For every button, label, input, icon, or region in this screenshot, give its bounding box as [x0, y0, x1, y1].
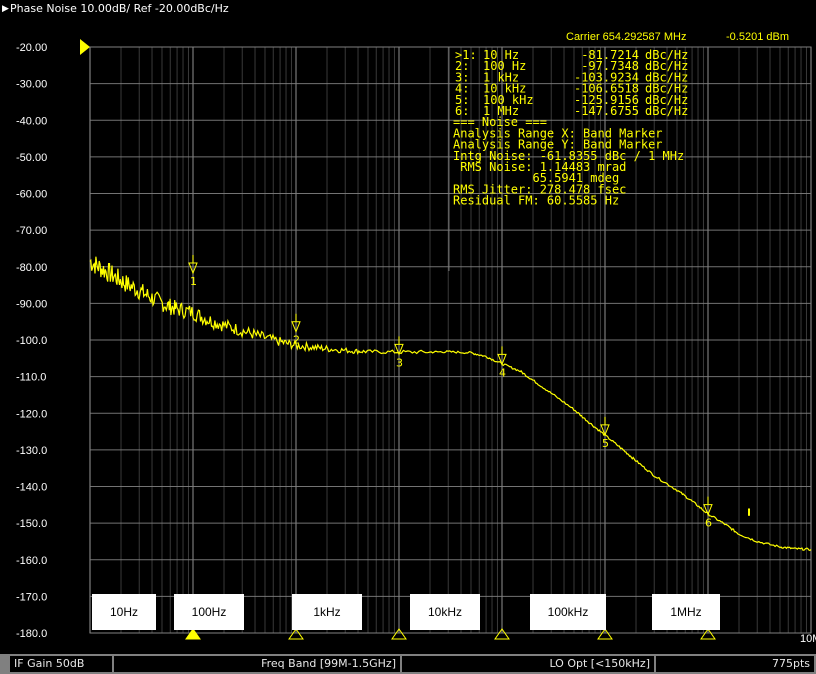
y-tick-label: -50.00 [16, 152, 47, 164]
readout-marker-id: 6: [455, 104, 469, 118]
y-tick-label: -90.00 [16, 298, 47, 310]
trace-arrow-icon: ▶ [2, 4, 9, 14]
decade-label-100khz: 100kHz [530, 594, 606, 630]
readout-marker-unit: dBc/Hz [645, 59, 688, 73]
y-tick-label: -60.00 [16, 189, 47, 201]
readout-marker-freq: 1 kHz [483, 70, 519, 84]
band-marker-4-icon [494, 628, 510, 640]
marker-5-label: 5 [602, 437, 609, 450]
phase-noise-trace [89, 256, 812, 552]
noise-header: === Noise === [453, 115, 547, 129]
readout-marker-value: -103.9234 [574, 70, 639, 84]
reference-level-arrow-icon [80, 39, 90, 55]
band-marker-5-icon [597, 628, 613, 640]
y-tick-label: -30.00 [16, 79, 47, 91]
marker-1-label: 1 [190, 275, 197, 288]
readout-marker-freq: 1 MHz [483, 104, 519, 118]
plot-grid [89, 46, 812, 634]
noise-line: Intg Noise: -61.8355 dBc / 1 MHz [453, 149, 684, 163]
readout-marker-freq: 100 kHz [483, 93, 534, 107]
y-tick-label: -20.00 [16, 42, 47, 54]
readout-marker-unit: dBc/Hz [645, 93, 688, 107]
band-marker-1-icon [185, 628, 201, 640]
noise-line: Analysis Range Y: Band Marker [453, 138, 663, 152]
lo-opt-label: LO Opt [<150kHz] [549, 657, 650, 670]
plot-frame [89, 46, 812, 634]
readout-marker-id: 4: [455, 82, 469, 96]
if-gain-label: IF Gain 50dB [14, 657, 85, 670]
noise-line: Analysis Range X: Band Marker [453, 126, 663, 140]
band-marker-3-icon [391, 628, 407, 640]
carrier-frequency: Carrier 654.292587 MHz [566, 31, 687, 43]
phase-noise-plot: -20.00 -30.00 -40.00 -50.00 -60.00 -70.00 -80.… [0, 18, 816, 654]
freq-band-button[interactable]: Freq Band [99M-1.5GHz] [114, 656, 400, 672]
points-label: 775pts [771, 657, 810, 670]
marker-5-triangle-icon [600, 424, 610, 437]
plot-background [0, 18, 816, 654]
noise-line: RMS Noise: 1.14483 mrad [453, 160, 626, 174]
readout-marker-id: 3: [455, 70, 469, 84]
decade-label-10khz: 10kHz [410, 594, 480, 630]
readout-marker-unit: dBc/Hz [645, 48, 688, 62]
y-axis-labels: -20.00 -30.00 -40.00 -50.00 -60.00 -70.00 -80.… [16, 42, 47, 640]
y-tick-label: -160.0 [16, 555, 47, 567]
status-bar: IF Gain 50dB Freq Band [99M-1.5GHz] LO O… [0, 654, 816, 674]
decade-label-10hz: 10Hz [92, 594, 156, 630]
y-tick-label: -40.00 [16, 115, 47, 127]
bottom-marker-layer [185, 628, 716, 640]
y-tick-label: -140.0 [16, 482, 47, 494]
trace-layer [89, 256, 812, 552]
marker-1-triangle-icon [188, 262, 198, 275]
readout-marker-value: -106.6518 [574, 82, 639, 96]
y-tick-label: -180.0 [16, 628, 47, 640]
readout-marker-freq: 10 kHz [483, 82, 526, 96]
marker-readout: >1: 10 Hz -81.7214 dBc/Hz 2: 100 Hz -97.7348 dB… [448, 47, 688, 271]
y-tick-label: -170.0 [16, 591, 47, 603]
readout-marker-freq: 100 Hz [483, 59, 526, 73]
noise-line: Residual FM: 60.5585 Hz [453, 194, 619, 208]
y-tick-label: -80.00 [16, 262, 47, 274]
marker-3-label: 3 [396, 356, 403, 369]
readout-marker-id: 5: [455, 93, 469, 107]
readout-marker-value: -81.7214 [581, 48, 639, 62]
decade-label-1khz: 1kHz [292, 594, 362, 630]
marker-6-label: 6 [705, 517, 712, 530]
readout-marker-id: >1: [455, 48, 477, 62]
y-tick-label: -120.0 [16, 408, 47, 420]
marker-6-triangle-icon [703, 504, 713, 516]
trace-header: ▶ Phase Noise 10.00dB/ Ref -20.00dBc/Hz [0, 0, 816, 18]
readout-marker-unit: dBc/Hz [645, 104, 688, 118]
points-button[interactable]: 775pts [656, 656, 814, 672]
noise-line: RMS Jitter: 278.478 fsec [453, 182, 626, 196]
lo-opt-button[interactable]: LO Opt [<150kHz] [402, 656, 654, 672]
marker-2-label: 2 [293, 334, 300, 347]
readout-marker-unit: dBc/Hz [645, 70, 688, 84]
x-tick-10m: 10M [800, 633, 816, 645]
readout-marker-value: -147.6755 [574, 104, 639, 118]
band-marker-6-icon [700, 628, 716, 640]
noise-line: 65.5941 mdeg [453, 171, 619, 185]
readout-marker-freq: 10 Hz [483, 48, 519, 62]
marker-2-triangle-icon [291, 321, 301, 334]
readout-marker-unit: dBc/Hz [645, 82, 688, 96]
y-tick-label: -100.0 [16, 335, 47, 347]
decade-label-100hz: 100Hz [174, 594, 244, 630]
y-tick-label: -150.0 [16, 518, 47, 530]
marker-layer: 1 2 3 4 5 6 [188, 255, 713, 530]
y-tick-label: -70.00 [16, 225, 47, 237]
freq-band-label: Freq Band [99M-1.5GHz] [261, 657, 396, 670]
decade-label-1mhz: 1MHz [652, 594, 720, 630]
marker-4-label: 4 [499, 366, 506, 379]
if-gain-button[interactable]: IF Gain 50dB [10, 656, 112, 672]
readout-marker-value: -97.7348 [581, 59, 639, 73]
carrier-power: -0.5201 dBm [726, 31, 789, 43]
readout-marker-id: 2: [455, 59, 469, 73]
y-tick-label: -130.0 [16, 445, 47, 457]
band-marker-2-icon [288, 628, 304, 640]
y-tick-label: -110.0 [16, 372, 46, 384]
trace-title: Phase Noise 10.00dB/ Ref -20.00dBc/Hz [10, 2, 229, 15]
readout-marker-value: -125.9156 [574, 93, 639, 107]
